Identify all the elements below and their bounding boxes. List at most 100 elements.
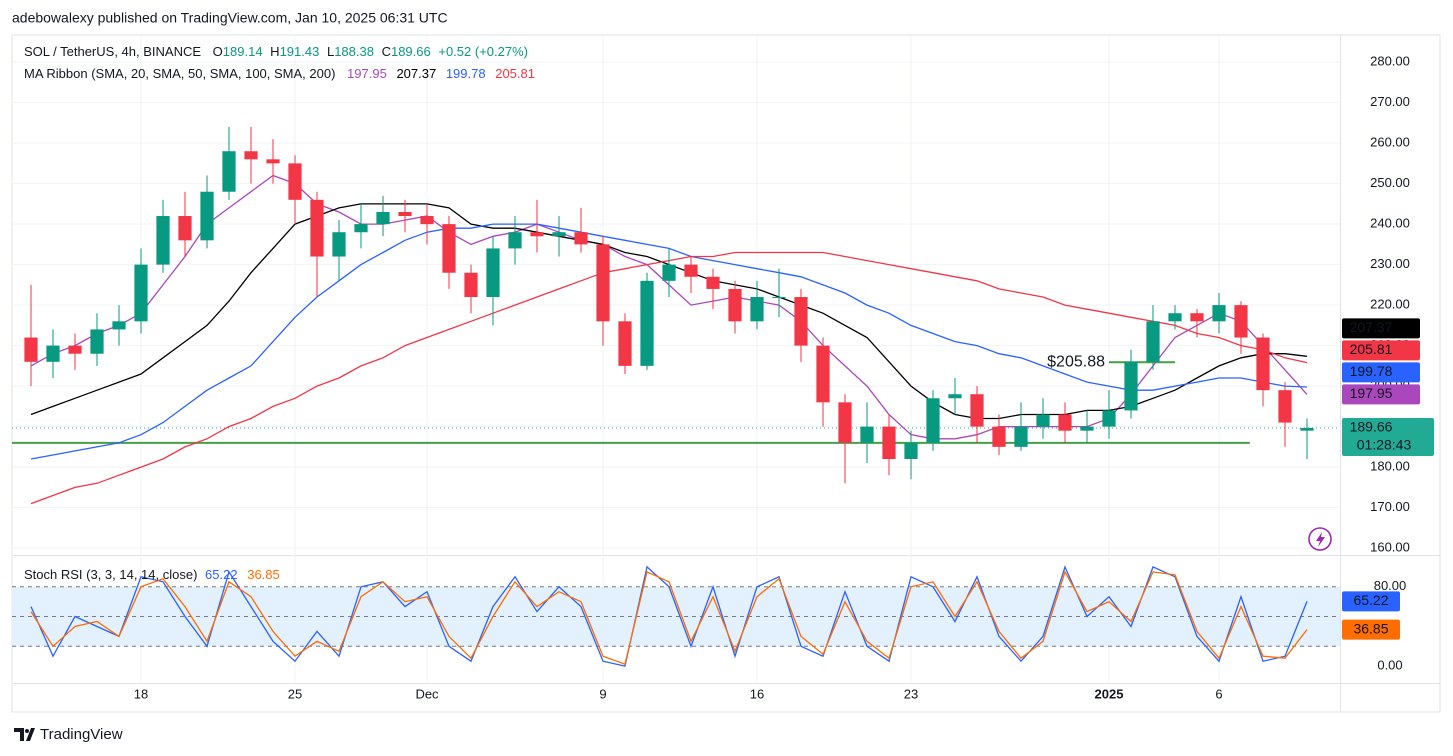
- ohlc-label: O: [213, 44, 223, 59]
- candle-body: [310, 199, 324, 257]
- candle-body: [200, 191, 214, 241]
- legend-symbol: SOL / TetherUS, 4h, BINANCE O189.14 H191…: [24, 44, 528, 59]
- published-note: adebowalexy published on TradingView.com…: [12, 10, 448, 26]
- ohlc-value: 189.14: [223, 44, 263, 59]
- ohlc-label: L: [327, 44, 334, 59]
- candle-body: [772, 297, 786, 299]
- candle-body: [442, 224, 456, 273]
- y-tick-label: 240.00: [1370, 216, 1410, 231]
- candle-body: [1124, 361, 1138, 411]
- alert-bolt[interactable]: [1316, 532, 1325, 547]
- candle-body: [1080, 426, 1094, 431]
- legend-stoch: Stoch RSI (3, 3, 14, 14, close) 65.22 36…: [24, 567, 280, 582]
- annotation-label: $205.88: [1047, 354, 1105, 371]
- candle-body: [882, 426, 896, 460]
- x-tick-label: 16: [750, 686, 764, 701]
- price-tag-label: 207.37: [1350, 319, 1393, 335]
- ma-value: 197.95: [347, 66, 387, 81]
- candle-body: [1190, 313, 1204, 322]
- y-tick-label: 220.00: [1370, 297, 1410, 312]
- price-tag: [1342, 318, 1420, 339]
- candle-body: [288, 163, 302, 200]
- value-tag: [1342, 591, 1400, 612]
- candle-body: [1058, 414, 1072, 431]
- candle-body: [816, 345, 830, 403]
- stoch-title: Stoch RSI (3, 3, 14, 14, close): [24, 567, 197, 582]
- candle-body: [376, 211, 390, 225]
- price-tag-label: 197.95: [1350, 385, 1393, 401]
- candle-body: [222, 151, 236, 192]
- ma-line: [30, 223, 1308, 460]
- ma-value: 199.78: [446, 66, 486, 81]
- candle-body: [860, 426, 874, 443]
- stoch-value: 36.85: [247, 567, 280, 582]
- candle-body: [24, 337, 38, 362]
- candle-body: [398, 211, 412, 217]
- alert-circle[interactable]: [1308, 527, 1332, 551]
- candle-body: [1300, 427, 1314, 431]
- candle-body: [728, 288, 742, 322]
- stoch-line: [30, 570, 1308, 666]
- candle-body: [992, 426, 1006, 447]
- candle-body: [640, 280, 654, 366]
- brand-name[interactable]: TradingView: [40, 726, 123, 743]
- candle-body: [420, 216, 434, 225]
- candle-body: [134, 264, 148, 322]
- candle-body: [926, 398, 940, 443]
- candle-body: [1102, 410, 1116, 427]
- candle-body: [684, 264, 698, 277]
- candle-body: [244, 151, 258, 160]
- candle-body: [1212, 305, 1226, 322]
- countdown: 01:28:43: [1357, 437, 1412, 453]
- x-tick-label: 6: [1215, 686, 1222, 701]
- candle-body: [794, 297, 808, 346]
- candle-body: [1256, 337, 1270, 391]
- y-tick-label: 230.00: [1370, 256, 1410, 271]
- value-tag-label: 36.85: [1353, 620, 1388, 636]
- x-tick-label: Dec: [415, 686, 439, 701]
- candle-body: [464, 272, 478, 298]
- stoch-line: [30, 565, 1308, 667]
- candle-body: [1168, 313, 1182, 322]
- current-price-tag: [1342, 417, 1434, 456]
- candle-body: [112, 321, 126, 330]
- ohlc-label: C: [382, 44, 391, 59]
- price-tag: [1342, 362, 1420, 383]
- logo-mark[interactable]: [14, 728, 35, 741]
- candle-body: [68, 345, 82, 354]
- x-tick-label: 9: [599, 686, 606, 701]
- candle-body: [1146, 321, 1160, 362]
- logo-dot[interactable]: [25, 729, 29, 733]
- candle-body: [508, 232, 522, 249]
- chart-frame: [11, 34, 1441, 713]
- candle-body: [552, 232, 566, 237]
- candle-body: [354, 224, 368, 233]
- candle-body: [596, 244, 610, 322]
- legend-ma: MA Ribbon (SMA, 20, SMA, 50, SMA, 100, S…: [24, 66, 535, 81]
- candle-body: [266, 159, 280, 164]
- y-tick-label: 180.00: [1370, 459, 1410, 474]
- candle-body: [486, 248, 500, 298]
- stoch-value: 65.22: [205, 567, 238, 582]
- symbol: SOL / TetherUS, 4h, BINANCE: [24, 44, 201, 59]
- candle-body: [618, 321, 632, 366]
- brand-logo[interactable]: [14, 728, 35, 741]
- x-tick-label: 2025: [1095, 686, 1124, 701]
- candle-body: [970, 394, 984, 427]
- ohlc-value: 188.38: [334, 44, 374, 59]
- ma-value: 205.81: [495, 66, 535, 81]
- alert-icon[interactable]: [1308, 527, 1332, 551]
- ohlc-value: 189.66: [391, 44, 431, 59]
- plot-layer: 1825Dec9162320256160.00170.00180.00190.0…: [12, 35, 1434, 701]
- current-price-label: 189.66: [1350, 419, 1393, 435]
- candle-body: [838, 402, 852, 443]
- change: +0.52 (+0.27%): [438, 44, 528, 59]
- candle-body: [1234, 305, 1248, 338]
- price-tag-label: 205.81: [1350, 341, 1393, 357]
- candle-body: [706, 276, 720, 289]
- y-tick-label: 260.00: [1370, 135, 1410, 150]
- candle-body: [1036, 414, 1050, 427]
- ohlc-label: H: [270, 44, 279, 59]
- candle-body: [332, 232, 346, 257]
